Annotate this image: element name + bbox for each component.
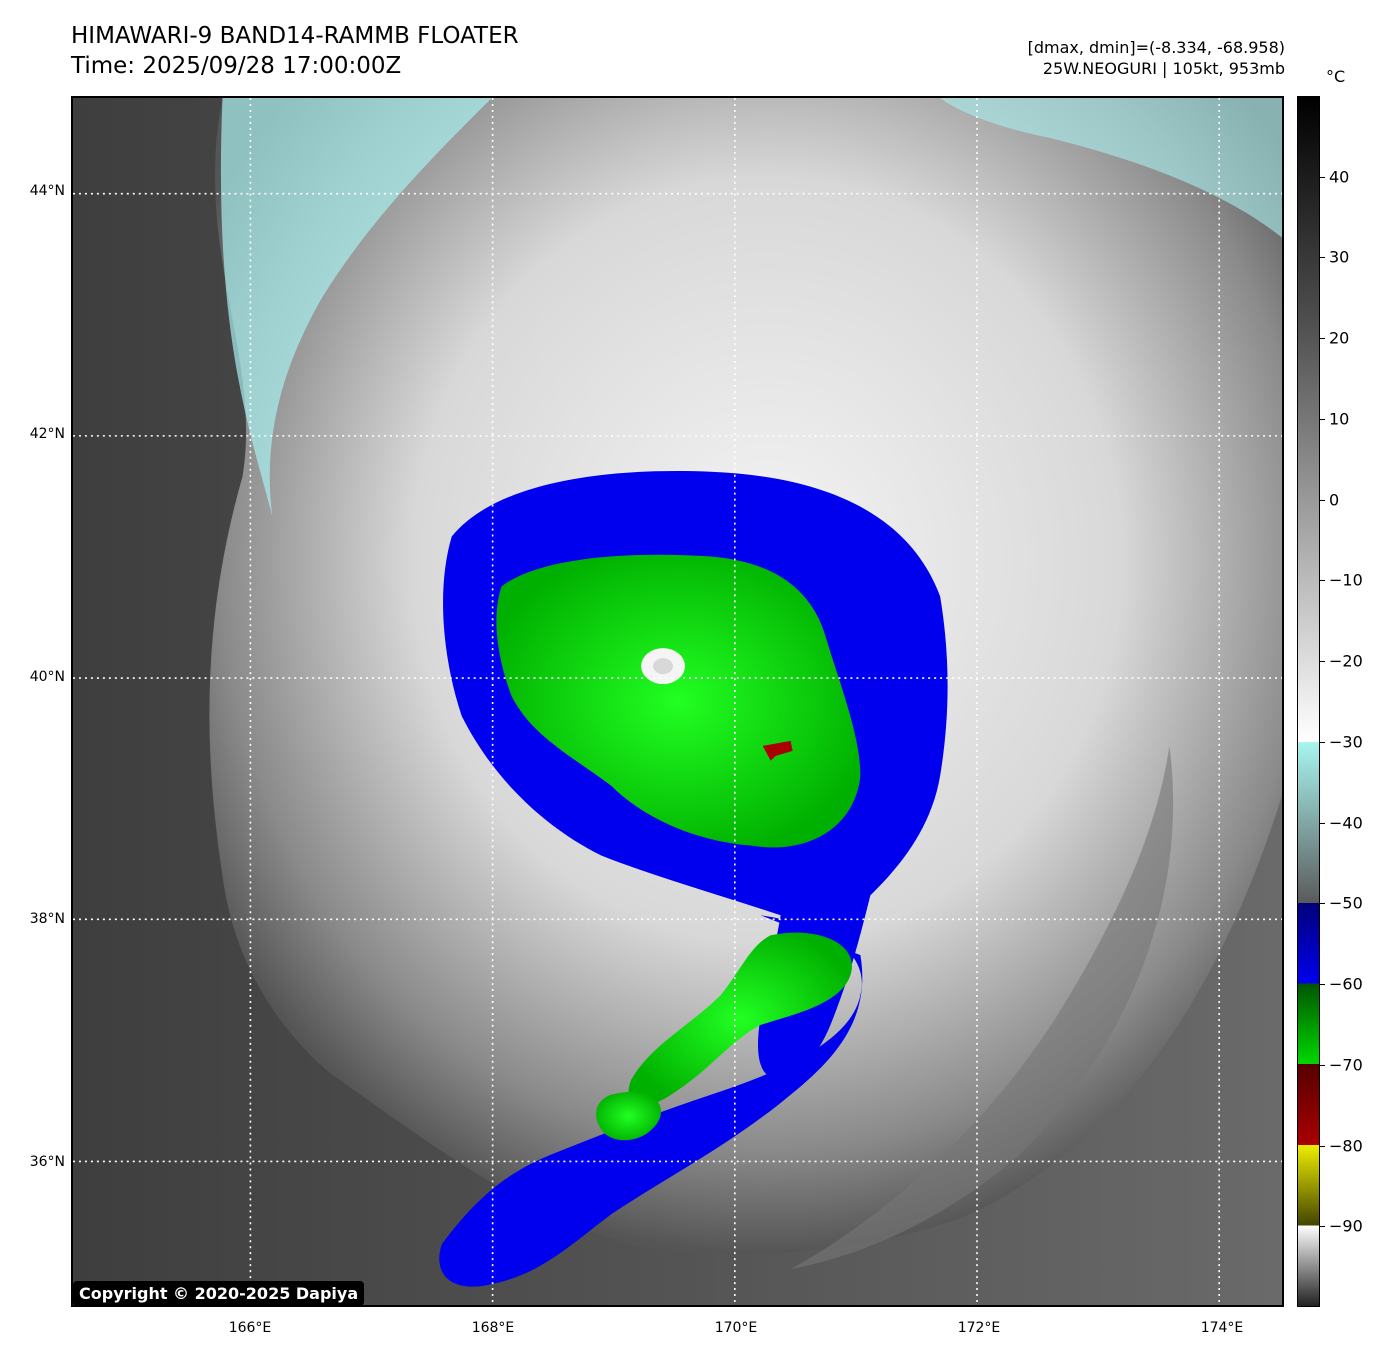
colorbar-tick-label: 10 bbox=[1329, 409, 1350, 429]
lat-label-44: 44°N bbox=[29, 183, 65, 199]
gridlines bbox=[73, 98, 1282, 1305]
map-title: HIMAWARI-9 BAND14-RAMMB FLOATER bbox=[71, 23, 519, 49]
colorbar-tick-label: 20 bbox=[1329, 328, 1350, 348]
colorbar-tick-mark bbox=[1320, 741, 1325, 743]
colorbar-tick-label: 30 bbox=[1329, 247, 1350, 267]
colorbar-tick-label: −20 bbox=[1329, 651, 1363, 671]
cold-tops-green bbox=[496, 554, 861, 848]
lon-label-170: 170°E bbox=[714, 1320, 758, 1336]
colorbar-tick-label: 0 bbox=[1329, 490, 1340, 510]
storm-info: 25W.NEOGURI | 105kt, 953mb bbox=[1042, 59, 1285, 78]
colorbar-tick-label: −30 bbox=[1329, 732, 1363, 752]
colorbar-tick-label: −80 bbox=[1329, 1136, 1363, 1156]
colorbar-tick-mark bbox=[1320, 338, 1325, 340]
timestamp: Time: 2025/09/28 17:00:00Z bbox=[71, 53, 402, 79]
colorbar-tick-label: −50 bbox=[1329, 893, 1363, 913]
ir-imagery bbox=[73, 98, 1282, 1305]
colorbar-tick-mark bbox=[1320, 984, 1325, 986]
rainband-blue bbox=[439, 915, 863, 1287]
lon-label-174: 174°E bbox=[1200, 1320, 1244, 1336]
dmax-dmin-readout: [dmax, dmin]=(-8.334, -68.958) bbox=[1027, 38, 1285, 57]
satellite-map bbox=[71, 96, 1284, 1307]
colorbar-tick-label: 40 bbox=[1329, 167, 1350, 187]
colorbar-tick-mark bbox=[1320, 822, 1325, 824]
colorbar bbox=[1297, 96, 1320, 1307]
colorbar-tick-mark bbox=[1320, 580, 1325, 582]
copyright-badge: Copyright © 2020-2025 Dapiya bbox=[73, 1281, 365, 1306]
cyan-fringe-nw bbox=[220, 98, 492, 517]
colorbar-tick-label: −10 bbox=[1329, 570, 1363, 590]
lat-label-38: 38°N bbox=[29, 911, 65, 927]
colorbar-tick-mark bbox=[1320, 1226, 1325, 1228]
colorbar-tick-mark bbox=[1320, 661, 1325, 663]
colorbar-tick-mark bbox=[1320, 418, 1325, 420]
lat-label-36: 36°N bbox=[29, 1154, 65, 1170]
band-green bbox=[628, 932, 852, 1106]
lat-label-40: 40°N bbox=[29, 669, 65, 685]
lon-label-168: 168°E bbox=[471, 1320, 515, 1336]
eye-inner bbox=[653, 658, 674, 675]
colorbar-tick-label: −60 bbox=[1329, 974, 1363, 994]
cyan-fringe-ne bbox=[940, 98, 1282, 238]
colorbar-unit: °C bbox=[1326, 67, 1346, 86]
lon-label-172: 172°E bbox=[957, 1320, 1001, 1336]
colorbar-tick-mark bbox=[1320, 257, 1325, 259]
colorbar-tick-label: −90 bbox=[1329, 1216, 1363, 1236]
coldest-spot-red bbox=[762, 740, 793, 761]
lat-label-42: 42°N bbox=[29, 426, 65, 442]
colorbar-tick-mark bbox=[1320, 176, 1325, 178]
dry-slot bbox=[790, 745, 1174, 1270]
band-green-south bbox=[596, 1092, 662, 1141]
colorbar-tick-mark bbox=[1320, 1064, 1325, 1066]
colorbar-tick-label: −40 bbox=[1329, 813, 1363, 833]
lon-label-166: 166°E bbox=[228, 1320, 272, 1336]
colorbar-tick-label: −70 bbox=[1329, 1055, 1363, 1075]
colorbar-tick-mark bbox=[1320, 1145, 1325, 1147]
colorbar-tick-mark bbox=[1320, 903, 1325, 905]
colorbar-tick-mark bbox=[1320, 499, 1325, 501]
